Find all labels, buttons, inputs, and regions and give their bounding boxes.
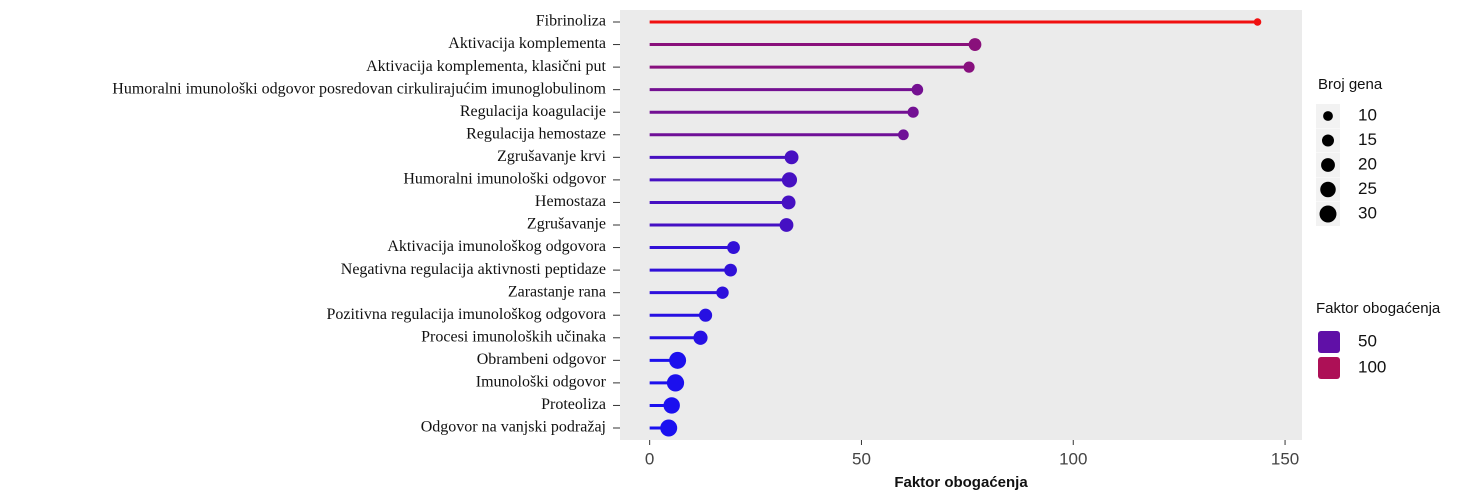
y-tick-label: Procesi imunoloških učinaka xyxy=(421,328,606,345)
dot xyxy=(784,150,799,165)
dot xyxy=(693,330,708,345)
color-legend-label: 100 xyxy=(1358,357,1386,376)
y-tick-label: Regulacija koagulacije xyxy=(460,103,606,120)
y-tick-label: Aktivacija komplementa xyxy=(448,35,606,52)
y-tick-label: Regulacija hemostaze xyxy=(466,125,606,142)
dot xyxy=(698,308,713,322)
dot xyxy=(907,106,919,118)
x-tick-label: 50 xyxy=(852,449,871,468)
color-legend-key xyxy=(1318,357,1340,379)
y-tick-label: Odgovor na vanjski podražaj xyxy=(421,419,606,436)
dot xyxy=(898,129,909,141)
y-tick-label: Fibrinoliza xyxy=(536,13,606,30)
size-legend-key xyxy=(1319,205,1337,223)
dot xyxy=(1253,18,1262,26)
y-tick-label: Proteoliza xyxy=(541,396,606,413)
y-tick-label: Pozitivna regulacija imunološkog odgovor… xyxy=(327,306,607,323)
size-legend-label: 15 xyxy=(1358,130,1377,149)
dot xyxy=(779,218,794,232)
dot xyxy=(666,374,685,392)
dot xyxy=(716,286,729,299)
size-legend-key xyxy=(1321,158,1335,172)
x-axis-title: Faktor obogaćenja xyxy=(894,474,1028,491)
dot xyxy=(911,83,924,96)
dot xyxy=(669,351,687,369)
dot xyxy=(660,419,678,437)
y-tick-label: Aktivacija imunološkog odgovora xyxy=(387,238,606,255)
y-tick-label: Imunološki odgovor xyxy=(476,374,607,391)
y-tick-label: Obrambeni odgovor xyxy=(477,351,607,368)
dot xyxy=(727,241,740,254)
dot xyxy=(724,263,737,277)
y-tick-label: Humoralni imunološki odgovor posredovan … xyxy=(112,80,606,97)
x-tick-label: 150 xyxy=(1271,449,1299,468)
color-legend-key xyxy=(1318,331,1340,353)
dot xyxy=(963,61,975,73)
y-tick-label: Hemostaza xyxy=(535,193,606,210)
size-legend-label: 25 xyxy=(1358,179,1377,198)
dot xyxy=(968,38,982,51)
y-tick-label: Negativna regulacija aktivnosti peptidaz… xyxy=(341,261,606,278)
y-tick-label: Humoralni imunološki odgovor xyxy=(403,171,606,188)
y-tick-label: Zgrušavanje krvi xyxy=(497,148,606,165)
size-legend-label: 10 xyxy=(1358,105,1377,124)
y-tick-label: Zarastanje rana xyxy=(508,283,606,300)
y-tick-label: Zgrušavanje xyxy=(527,216,606,233)
dot xyxy=(781,195,796,210)
y-tick-label: Aktivacija komplementa, klasični put xyxy=(366,58,606,75)
size-legend-title: Broj gena xyxy=(1318,76,1383,93)
size-legend-key xyxy=(1320,181,1336,198)
size-legend-label: 20 xyxy=(1358,154,1377,173)
size-legend-key xyxy=(1323,111,1333,121)
color-legend-title: Faktor obogaćenja xyxy=(1316,300,1441,317)
dot xyxy=(781,172,798,188)
size-legend-key xyxy=(1321,134,1335,147)
x-tick-label: 0 xyxy=(645,449,654,468)
x-tick-label: 100 xyxy=(1059,449,1087,468)
color-legend-label: 50 xyxy=(1358,331,1377,350)
dot xyxy=(663,397,680,414)
size-legend-label: 30 xyxy=(1358,203,1377,222)
